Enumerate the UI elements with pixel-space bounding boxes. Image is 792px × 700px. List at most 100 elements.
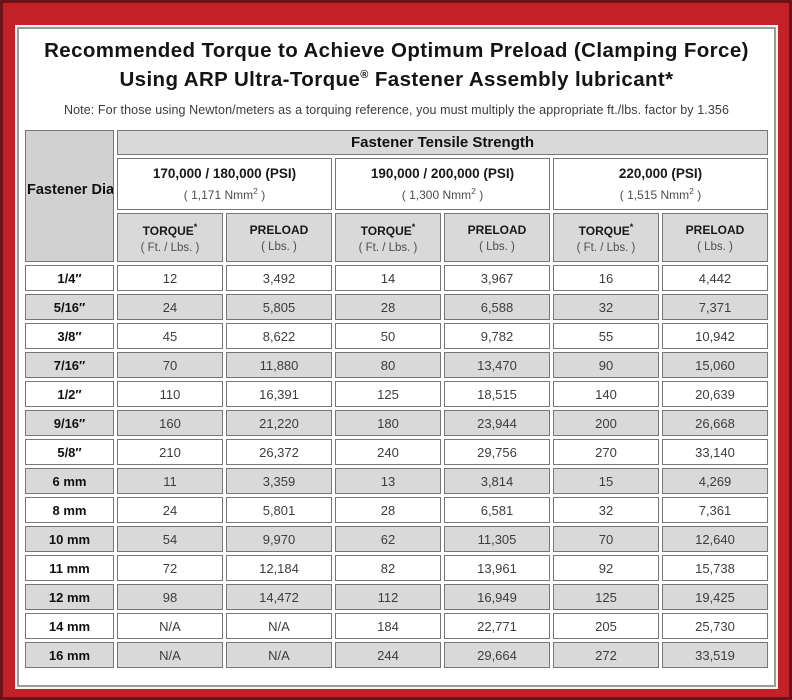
- metric-value: ( 1,300 Nmm: [401, 188, 472, 203]
- torque-spec-table: Fastener Diameter Fastener Tensile Stren…: [22, 127, 771, 671]
- psi-label: 190,000 / 200,000 (PSI): [370, 166, 515, 182]
- preload-value-cell: 23,944: [444, 410, 550, 437]
- torque-value-cell: 55: [553, 323, 659, 350]
- diameter-cell: 16 mm: [25, 642, 114, 669]
- torque-footnote-mark: *: [193, 221, 198, 232]
- torque-value-cell: 16: [553, 265, 659, 292]
- torque-value-cell: 54: [117, 526, 223, 553]
- preload-value-cell: 26,372: [226, 439, 332, 466]
- torque-value-cell: 240: [335, 439, 441, 466]
- table-row: 6 mm 11 3,359 13 3,814 15 4,269: [25, 468, 768, 495]
- torque-column-header: TORQUE* ( Ft. / Lbs. ): [553, 213, 659, 263]
- diameter-cell: 12 mm: [25, 584, 114, 611]
- content-panel: Recommended Torque to Achieve Optimum Pr…: [15, 25, 778, 689]
- diameter-cell: 11 mm: [25, 555, 114, 582]
- torque-value-cell: 32: [553, 497, 659, 524]
- metric-value: ( 1,515 Nmm: [619, 188, 690, 203]
- torque-value-cell: 180: [335, 410, 441, 437]
- torque-value-cell: 125: [335, 381, 441, 408]
- table-row: 12 mm 98 14,472 112 16,949 125 19,425: [25, 584, 768, 611]
- torque-value-cell: 15: [553, 468, 659, 495]
- torque-value-cell: 13: [335, 468, 441, 495]
- torque-label: TORQUE*: [360, 221, 416, 238]
- preload-label: PRELOAD: [685, 222, 745, 237]
- diameter-cell: 14 mm: [25, 613, 114, 640]
- preload-value-cell: 4,269: [662, 468, 768, 495]
- preload-value-cell: 8,622: [226, 323, 332, 350]
- diameter-cell: 3/8″: [25, 323, 114, 350]
- torque-value-cell: 82: [335, 555, 441, 582]
- title-line-2: Using ARP Ultra-Torque® Fastener Assembl…: [21, 66, 772, 95]
- torque-value-cell: 160: [117, 410, 223, 437]
- table-row: 8 mm 24 5,801 28 6,581 32 7,361: [25, 497, 768, 524]
- preload-value-cell: 10,942: [662, 323, 768, 350]
- preload-value-cell: 29,756: [444, 439, 550, 466]
- preload-value-cell: 11,880: [226, 352, 332, 379]
- registered-mark: ®: [360, 68, 369, 81]
- title-line-1: Recommended Torque to Achieve Optimum Pr…: [44, 39, 749, 62]
- preload-value-cell: 20,639: [662, 381, 768, 408]
- preload-value-cell: 16,949: [444, 584, 550, 611]
- preload-column-header: PRELOAD ( Lbs. ): [226, 213, 332, 263]
- preload-value-cell: 18,515: [444, 381, 550, 408]
- torque-value-cell: 45: [117, 323, 223, 350]
- diameter-cell: 7/16″: [25, 352, 114, 379]
- torque-unit: ( Ft. / Lbs. ): [576, 241, 636, 254]
- note-text: Note: For those using Newton/meters as a…: [63, 103, 729, 118]
- corner-header-fastener-diameter: Fastener Diameter: [25, 130, 114, 263]
- table-row: 10 mm 54 9,970 62 11,305 70 12,640: [25, 526, 768, 553]
- diameter-cell: 5/8″: [25, 439, 114, 466]
- metric-sup: 2: [471, 186, 476, 197]
- torque-value-cell: 200: [553, 410, 659, 437]
- torque-value-cell: 110: [117, 381, 223, 408]
- preload-label: PRELOAD: [249, 222, 309, 237]
- preload-value-cell: 22,771: [444, 613, 550, 640]
- torque-label: TORQUE*: [142, 221, 198, 238]
- diameter-cell: 5/16″: [25, 294, 114, 321]
- preload-value-cell: 3,967: [444, 265, 550, 292]
- preload-value-cell: 25,730: [662, 613, 768, 640]
- preload-value-cell: 14,472: [226, 584, 332, 611]
- torque-value-cell: 140: [553, 381, 659, 408]
- preload-value-cell: 15,738: [662, 555, 768, 582]
- metric-sup: 2: [689, 186, 694, 197]
- table-row: 5/8″ 210 26,372 240 29,756 270 33,140: [25, 439, 768, 466]
- preload-value-cell: 26,668: [662, 410, 768, 437]
- table-row: 3/8″ 45 8,622 50 9,782 55 10,942: [25, 323, 768, 350]
- torque-footnote-mark: *: [629, 221, 634, 232]
- preload-value-cell: 15,060: [662, 352, 768, 379]
- preload-value-cell: N/A: [226, 642, 332, 669]
- torque-value-cell: N/A: [117, 613, 223, 640]
- preload-unit: ( Lbs. ): [479, 240, 515, 253]
- preload-column-header: PRELOAD ( Lbs. ): [662, 213, 768, 263]
- table-row: 7/16″ 70 11,880 80 13,470 90 15,060: [25, 352, 768, 379]
- tensile-strength-row: Fastener Diameter Fastener Tensile Stren…: [25, 130, 768, 263]
- torque-value-cell: 24: [117, 294, 223, 321]
- preload-value-cell: 13,470: [444, 352, 550, 379]
- preload-label: PRELOAD: [467, 222, 527, 237]
- metric-label: ( 1,515 Nmm2 ): [554, 186, 767, 202]
- strength-group-220: 220,000 (PSI) ( 1,515 Nmm2 ): [553, 158, 768, 211]
- preload-value-cell: 6,588: [444, 294, 550, 321]
- psi-label: 170,000 / 180,000 (PSI): [152, 166, 297, 182]
- torque-value-cell: 244: [335, 642, 441, 669]
- preload-value-cell: 33,519: [662, 642, 768, 669]
- torque-value-cell: 32: [553, 294, 659, 321]
- preload-value-cell: 3,492: [226, 265, 332, 292]
- torque-value-cell: 62: [335, 526, 441, 553]
- preload-value-cell: 16,391: [226, 381, 332, 408]
- diameter-cell: 10 mm: [25, 526, 114, 553]
- diameter-cell: 6 mm: [25, 468, 114, 495]
- preload-column-header: PRELOAD ( Lbs. ): [444, 213, 550, 263]
- metric-label: ( 1,171 Nmm2 ): [118, 186, 331, 202]
- strength-group-190-200: 190,000 / 200,000 (PSI) ( 1,300 Nmm2 ): [335, 158, 550, 211]
- preload-value-cell: 7,371: [662, 294, 768, 321]
- table-row: 11 mm 72 12,184 82 13,961 92 15,738: [25, 555, 768, 582]
- torque-value-cell: 14: [335, 265, 441, 292]
- column-unit-row: TORQUE* ( Ft. / Lbs. ) PRELOAD ( Lbs. ) …: [25, 213, 768, 263]
- preload-value-cell: 6,581: [444, 497, 550, 524]
- table-row: 16 mm N/A N/A 244 29,664 272 33,519: [25, 642, 768, 669]
- torque-label: TORQUE*: [578, 221, 634, 238]
- preload-value-cell: 7,361: [662, 497, 768, 524]
- strength-group-170-180: 170,000 / 180,000 (PSI) ( 1,171 Nmm2 ): [117, 158, 332, 211]
